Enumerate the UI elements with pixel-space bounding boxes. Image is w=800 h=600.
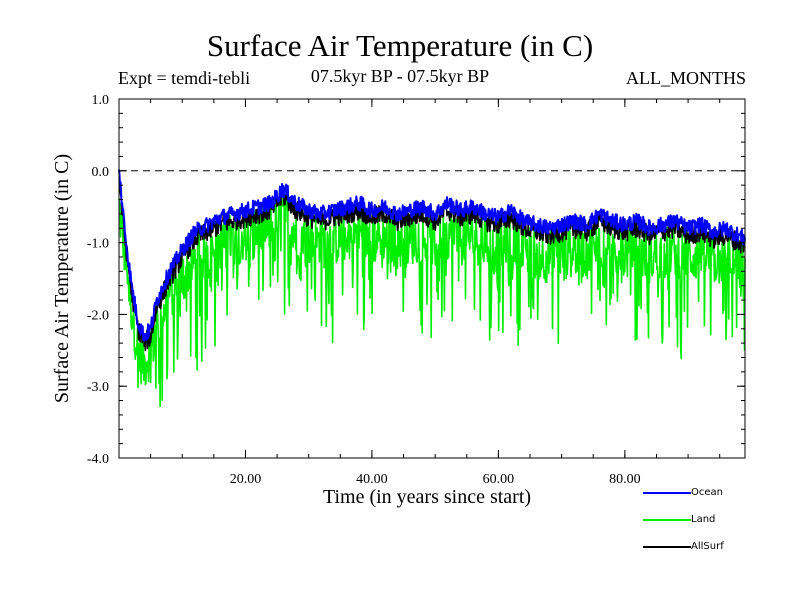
plot-frame [118, 98, 746, 459]
chart-title: Surface Air Temperature (in C) [206, 28, 594, 63]
y-tick-label: -4.0 [87, 452, 109, 467]
legend-swatch-land [643, 519, 691, 521]
y-tick-label: -3.0 [87, 380, 109, 395]
y-tick-label: 1.0 [92, 93, 110, 108]
x-tick-label: 80.00 [609, 472, 641, 487]
legend-label-ocean: Ocean [691, 487, 723, 498]
y-tick-label: -1.0 [87, 237, 109, 252]
legend-item-allsurf: AllSurf [643, 540, 743, 554]
legend-label-land: Land [691, 514, 716, 525]
y-tick-label: -2.0 [87, 308, 109, 323]
x-tick-label: 20.00 [230, 472, 262, 487]
legend-swatch-ocean [643, 492, 691, 494]
x-tick-label: 40.00 [356, 472, 388, 487]
experiment-label: Expt = temdi-tebli [118, 68, 251, 88]
y-axis-label: Surface Air Temperature (in C) [51, 154, 73, 403]
months-label: ALL_MONTHS [626, 68, 746, 88]
legend-swatch-allsurf [643, 546, 691, 548]
x-axis-label: Time (in years since start) [323, 486, 531, 508]
legend-label-allsurf: AllSurf [691, 541, 724, 552]
series-line-land [118, 189, 746, 408]
period-label: 07.5kyr BP - 07.5kyr BP [310, 66, 490, 86]
y-tick-label: 0.0 [92, 165, 110, 180]
series-line-ocean [118, 169, 746, 342]
legend-item-land: Land [643, 513, 743, 527]
x-tick-label: 60.00 [483, 472, 515, 487]
legend-item-ocean: Ocean [643, 486, 743, 500]
